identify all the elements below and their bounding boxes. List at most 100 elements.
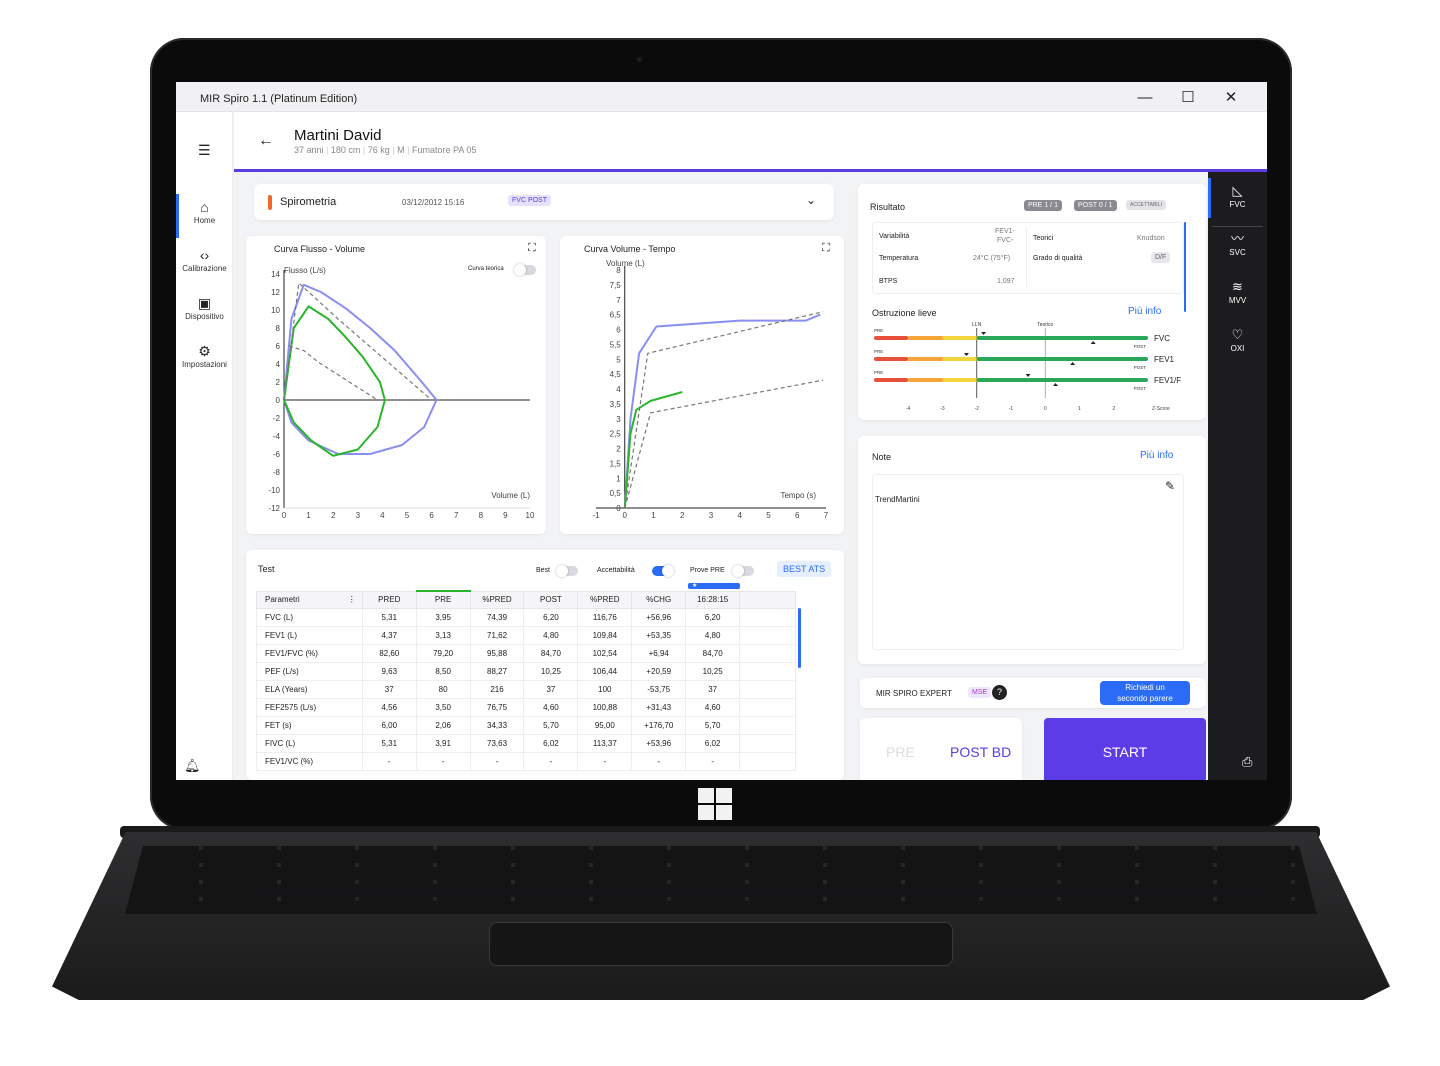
z-tick-label: 0 [1044,406,1047,412]
rail-item-svc[interactable]: 〰 SVC [1208,230,1267,257]
trial-marker[interactable]: ★ [688,583,740,589]
table-cell: 84,70 [685,643,741,663]
column-header[interactable]: 16:28:15 [685,590,741,609]
second-opinion-button[interactable]: Richiedi un secondo parere [1100,681,1190,705]
prove-pre-toggle[interactable] [732,565,754,577]
grado-value: D/F [1151,252,1171,263]
table-cell: 34,33 [469,715,525,735]
oxi-icon: ♡ [1231,327,1244,342]
result-title: Risultato [870,202,906,212]
post-bd-button[interactable]: POST BD [950,744,1012,760]
table-header-row: Parametri ⋮ PRED PRE %PRED POST %PRED %CH… [256,590,796,609]
minimize-button[interactable]: — [1137,89,1153,106]
help-icon[interactable]: ? [992,685,1007,700]
result-more-link[interactable]: Più info [1128,306,1162,317]
table-cell: 79,20 [415,643,471,663]
parameter-name: PEF (L/s) [256,661,363,681]
rail-item-oxi[interactable]: ♡ OXI [1208,326,1267,353]
nav-item-calibrazione[interactable]: ‹› Calibrazione [176,246,233,273]
accettabilita-label: Accettabilità [597,567,635,574]
zbar-orange [908,378,943,382]
series-line-3 [624,379,824,509]
pre-button[interactable]: PRE [886,744,915,760]
table-cell [739,661,796,681]
table-cell: 106,44 [577,661,633,681]
note-more-link[interactable]: Più info [1140,450,1174,461]
close-button[interactable]: ✕ [1224,89,1238,106]
table-row[interactable]: FVC (L) 5,31 3,95 74,39 6,20 116,76 +56,96 6,20 [256,607,796,627]
rail-label: FVC [1229,200,1246,209]
curva-teorica-toggle[interactable] [514,264,536,276]
table-row[interactable]: FEV1 (L) 4,37 3,13 71,62 4,80 109,84 +53,35 4,8… [256,625,796,645]
chevron-down-icon[interactable]: ⌄ [806,193,817,207]
nav-label: Impostazioni [182,360,227,369]
table-row[interactable]: FEF2575 (L/s) 4,56 3,50 76,75 4,60 100,88 +31,… [256,697,796,717]
nav-item-dispositivo[interactable]: ▣ Dispositivo [176,294,233,321]
start-button[interactable]: START [1044,718,1206,780]
column-header: Parametri ⋮ [256,590,363,609]
best-toggle[interactable] [556,565,578,577]
result-scrollbar[interactable] [1184,222,1186,312]
pre-marker [1025,374,1031,377]
printer-icon[interactable]: ⎙ [1242,754,1253,769]
table-row[interactable]: FEV1/FVC (%) 82,60 79,20 95,88 84,70 102,54 +6… [256,643,796,663]
session-bar[interactable]: Spirometria 03/12/2012 15:16 FVC POST ⌄ [254,184,834,220]
table-cell: 4,37 [361,625,417,645]
expand-icon[interactable]: ⛶ [528,242,536,254]
table-cell: 95,00 [577,715,633,735]
table-cell: - [469,751,525,771]
table-row[interactable]: FEV1/VC (%) - - - - - - - [256,751,796,771]
table-row[interactable]: ELA (Years) 37 80 216 37 100 -53,75 37 [256,679,796,699]
teorico-label: Teorico [1037,322,1053,328]
rail-label: OXI [1230,344,1245,353]
table-scrollbar[interactable] [798,608,801,668]
note-textarea[interactable]: TrendMartini ✎ [872,474,1184,650]
table-row[interactable]: FET (s) 6,00 2,06 34,33 5,70 95,00 +176,70 5,70 [256,715,796,735]
hamburger-menu-icon[interactable]: ☰ [198,142,211,158]
x-tick-label: 4 [738,511,743,520]
table-cell: +56,96 [631,607,687,627]
nav-item-home[interactable]: ⌂ Home [176,194,233,238]
back-arrow-icon[interactable]: ← [258,132,274,149]
table-cell: 5,70 [685,715,741,735]
table-cell: +176,70 [631,715,687,735]
y-tick-label: -8 [273,468,281,477]
post-marker [1053,383,1059,386]
trackpad [489,922,953,966]
zbar-red [874,357,909,361]
best-ats-button[interactable]: BEST ATS [777,561,832,577]
rail-item-fvc[interactable]: ◺ FVC [1208,182,1267,209]
accettabilita-toggle[interactable] [652,565,674,577]
table-cell [739,643,796,663]
session-color-marker [268,195,272,210]
y-axis-label: Flusso (L/s) [284,266,326,275]
table-row[interactable]: PEF (L/s) 9,63 8,50 88,27 10,25 106,44 +20,59 1… [256,661,796,681]
table-row[interactable]: FIVC (L) 5,31 3,91 73,63 6,02 113,37 +53,96 6,0… [256,733,796,753]
table-cell: - [631,751,687,771]
keyboard-keys [125,846,1317,914]
device-icon: ▣ [197,295,212,311]
accettabili-badge: ACCETTABILI [1126,200,1166,210]
post-label: POST [1134,386,1147,391]
zbar-name: FEV1/F [1154,376,1181,385]
rail-divider [1212,226,1263,227]
rail-item-mvv[interactable]: ≋ MVV [1208,278,1267,305]
column-menu-icon[interactable]: ⋮ [347,595,356,604]
table-cell: - [577,751,633,771]
note-text: TrendMartini [875,495,920,504]
table-cell: 3,50 [415,697,471,717]
bell-icon[interactable]: 🔔︎ [184,758,201,773]
expand-icon[interactable]: ⛶ [822,242,830,254]
test-card: Test Best Accettabilità Prove PRE BEST A… [246,550,844,780]
x-tick-label: 10 [526,511,535,520]
column-header: %PRED [469,590,525,609]
nav-item-impostazioni[interactable]: ⚙ Impostazioni [176,342,233,369]
btps-label: BTPS [879,278,898,285]
svc-icon: 〰 [1230,231,1244,246]
zbar-yellow [942,378,977,382]
maximize-button[interactable]: ☐ [1181,89,1195,106]
parameter-name: FEV1 (L) [256,625,363,645]
mvv-icon: ≋ [1232,279,1243,294]
pencil-icon[interactable]: ✎ [1165,479,1176,493]
